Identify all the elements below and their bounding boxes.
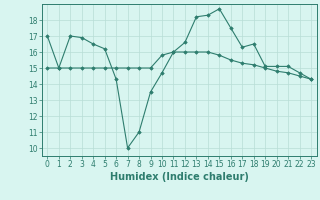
X-axis label: Humidex (Indice chaleur): Humidex (Indice chaleur): [110, 172, 249, 182]
